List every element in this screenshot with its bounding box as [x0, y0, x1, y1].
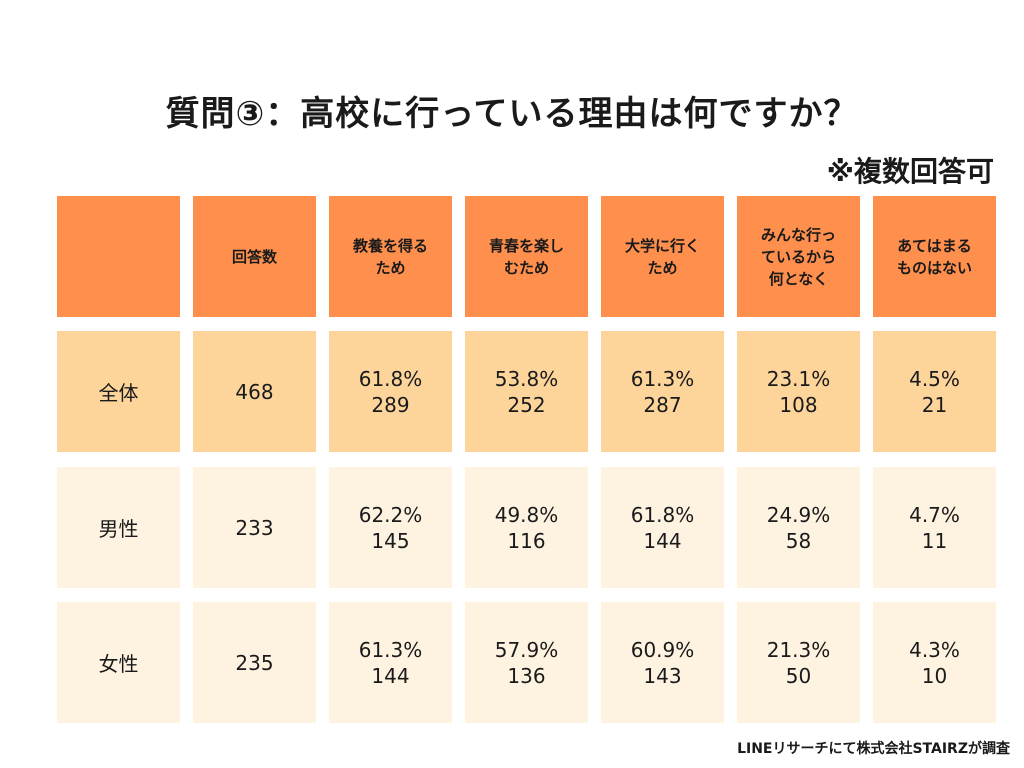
data-cell: 61.3% 144: [329, 602, 452, 723]
header-label: 回答数: [231, 247, 277, 266]
percent-value: 61.3%: [358, 637, 423, 662]
count-cell: 468: [193, 331, 316, 452]
percent-value: 4.3%: [909, 637, 960, 662]
count-value: 252: [507, 392, 546, 417]
row-label: 女性: [98, 652, 139, 676]
header-label: ため: [647, 258, 678, 277]
data-cell: 4.5% 21: [873, 331, 996, 452]
data-cell: 4.7% 11: [873, 467, 996, 588]
row-label-cell: 女性: [57, 602, 180, 723]
percent-value: 61.8%: [358, 366, 423, 391]
data-cell: 61.8% 289: [329, 331, 452, 452]
count-value: 108: [779, 392, 818, 417]
row-label: 男性: [98, 517, 139, 541]
percent-value: 53.8%: [494, 366, 559, 391]
header-label: むため: [503, 258, 549, 277]
header-label: ものはない: [896, 258, 972, 277]
count-value: 21: [921, 392, 948, 417]
page-title: 質問③：高校に行っている理由は何ですか？: [165, 94, 859, 134]
data-cell: 24.9% 58: [737, 467, 860, 588]
count-cell: 235: [193, 602, 316, 723]
count-value: 50: [785, 663, 812, 688]
count-value: 116: [507, 528, 546, 553]
count-value: 10: [921, 663, 948, 688]
data-cell: 61.3% 287: [601, 331, 724, 452]
percent-value: 57.9%: [494, 637, 559, 662]
data-cell: 60.9% 143: [601, 602, 724, 723]
count-value: 143: [643, 663, 682, 688]
respondent-count: 468: [235, 379, 274, 404]
header-cell: 教養を得る ため: [329, 196, 452, 317]
count-value: 144: [643, 528, 682, 553]
row-label-cell: 男性: [57, 467, 180, 588]
row-label: 全体: [98, 381, 139, 405]
count-value: 145: [371, 528, 410, 553]
header-cell: 大学に行く ため: [601, 196, 724, 317]
header-label: 青春を楽し: [488, 236, 564, 255]
header-label: あてはまる: [897, 236, 972, 255]
row-label-cell: 全体: [57, 331, 180, 452]
percent-value: 24.9%: [766, 502, 831, 527]
data-cell: 4.3% 10: [873, 602, 996, 723]
percent-value: 4.5%: [909, 366, 960, 391]
header-cell: あてはまるものはない: [873, 196, 996, 317]
percent-value: 49.8%: [494, 502, 559, 527]
header-label: 何となく: [768, 269, 829, 288]
data-cell: 62.2% 145: [329, 467, 452, 588]
count-value: 287: [643, 392, 682, 417]
percent-value: 4.7%: [909, 502, 960, 527]
percent-value: 21.3%: [766, 637, 831, 662]
header-cell: [57, 196, 180, 317]
source-credit: LINEリサーチにて株式会社STAIRZが調査: [737, 741, 1010, 757]
percent-value: 61.8%: [630, 502, 695, 527]
header-cell: 青春を楽し むため: [465, 196, 588, 317]
data-cell: 61.8% 144: [601, 467, 724, 588]
header-label: ため: [375, 258, 406, 277]
count-value: 11: [921, 528, 948, 553]
header-label: 大学に行く: [624, 236, 700, 255]
count-value: 58: [785, 528, 812, 553]
percent-value: 23.1%: [766, 366, 831, 391]
multiple-answers-note: ※複数回答可: [826, 155, 994, 188]
percent-value: 61.3%: [630, 366, 695, 391]
data-cell: 23.1% 108: [737, 331, 860, 452]
data-cell: 53.8% 252: [465, 331, 588, 452]
data-cell: 57.9% 136: [465, 602, 588, 723]
header-label: ているから: [760, 247, 836, 266]
count-cell: 233: [193, 467, 316, 588]
respondent-count: 235: [235, 650, 274, 675]
data-cell: 49.8% 116: [465, 467, 588, 588]
header-cell: みんな行っているから何となく: [737, 196, 860, 317]
header-label: 教養を得る: [352, 236, 428, 255]
header-cell: 回答数: [193, 196, 316, 317]
count-value: 289: [371, 392, 410, 417]
respondent-count: 233: [235, 515, 274, 540]
percent-value: 60.9%: [630, 637, 695, 662]
data-cell: 21.3% 50: [737, 602, 860, 723]
count-value: 144: [371, 663, 410, 688]
header-label: みんな行っ: [760, 225, 836, 244]
percent-value: 62.2%: [358, 502, 423, 527]
count-value: 136: [507, 663, 546, 688]
